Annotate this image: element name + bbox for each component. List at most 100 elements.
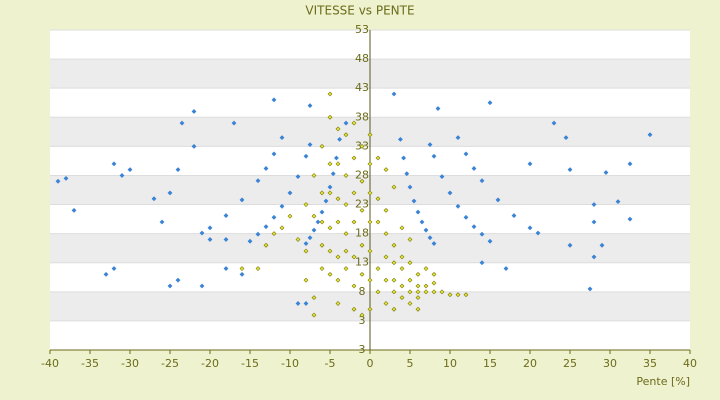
x-tick-label: 30 — [603, 357, 617, 370]
point — [315, 219, 321, 225]
point — [375, 196, 381, 202]
point — [423, 227, 429, 233]
point — [615, 199, 621, 205]
point — [263, 166, 269, 171]
x-tick-label: 20 — [523, 357, 537, 370]
point — [319, 190, 325, 196]
point — [471, 224, 477, 230]
point — [287, 190, 293, 196]
point — [307, 235, 313, 241]
point — [327, 225, 333, 231]
point — [397, 136, 403, 142]
point — [311, 312, 317, 318]
point — [391, 260, 397, 266]
point — [323, 198, 329, 204]
point — [435, 106, 441, 111]
point — [327, 184, 333, 190]
y-tick-label: 18 — [355, 227, 369, 240]
point — [603, 170, 609, 175]
x-tick-label: -35 — [81, 357, 99, 370]
point — [427, 235, 433, 241]
point — [359, 143, 365, 149]
point — [439, 289, 445, 295]
point — [179, 120, 185, 126]
point — [191, 109, 197, 114]
point — [567, 242, 573, 248]
point — [375, 219, 381, 225]
x-tick-label: 10 — [443, 357, 457, 370]
point — [239, 197, 245, 203]
point — [175, 277, 181, 283]
point — [319, 209, 325, 215]
y-tick-label: 8 — [359, 285, 366, 298]
point — [335, 301, 341, 306]
point — [431, 280, 437, 286]
point — [223, 237, 229, 242]
point — [231, 120, 237, 126]
point — [343, 173, 349, 178]
point — [591, 219, 597, 225]
point — [327, 114, 333, 120]
point — [455, 203, 461, 209]
point — [455, 135, 461, 141]
point — [551, 120, 557, 126]
point — [351, 306, 357, 312]
point — [303, 241, 309, 246]
point — [391, 277, 397, 283]
point — [335, 219, 341, 225]
point — [511, 213, 517, 219]
x-tick-label: -10 — [281, 357, 299, 370]
point — [55, 178, 61, 184]
point — [591, 254, 597, 260]
x-axis-label: Pente [%] — [636, 375, 690, 388]
point — [359, 178, 365, 184]
point — [359, 207, 365, 213]
point — [303, 248, 309, 254]
point — [311, 227, 317, 233]
point — [343, 202, 349, 207]
point — [175, 167, 181, 173]
x-tick-label: -15 — [241, 357, 259, 370]
point — [311, 173, 317, 178]
point — [407, 301, 413, 306]
point — [351, 283, 357, 289]
point — [495, 197, 501, 203]
point — [351, 190, 357, 196]
point — [503, 266, 509, 271]
y-tick-label: 3 — [359, 314, 366, 327]
point — [587, 286, 593, 292]
point — [271, 97, 277, 103]
point — [343, 248, 349, 254]
point — [335, 277, 341, 283]
point — [367, 248, 373, 254]
point — [375, 289, 381, 295]
point — [303, 301, 309, 306]
point — [359, 271, 365, 277]
point — [271, 151, 277, 157]
y-tick-label: 53 — [355, 23, 369, 36]
point — [343, 231, 349, 237]
point — [191, 143, 197, 149]
point — [295, 174, 301, 180]
point — [255, 231, 261, 237]
point — [401, 155, 407, 161]
point — [311, 295, 317, 301]
point — [431, 153, 437, 159]
point — [447, 292, 453, 298]
point — [375, 155, 381, 161]
point — [271, 214, 277, 220]
x-tick-label: 25 — [563, 357, 577, 370]
point — [447, 190, 453, 196]
point — [415, 283, 421, 289]
point — [167, 190, 173, 196]
point — [463, 292, 469, 298]
point — [367, 161, 373, 167]
point — [399, 266, 405, 271]
point — [439, 174, 445, 180]
point — [383, 277, 389, 283]
x-tick-label: 5 — [407, 357, 414, 370]
chart-title: VITESSE vs PENTE — [305, 4, 414, 18]
point — [407, 260, 413, 266]
point — [335, 161, 341, 167]
point — [367, 306, 373, 312]
